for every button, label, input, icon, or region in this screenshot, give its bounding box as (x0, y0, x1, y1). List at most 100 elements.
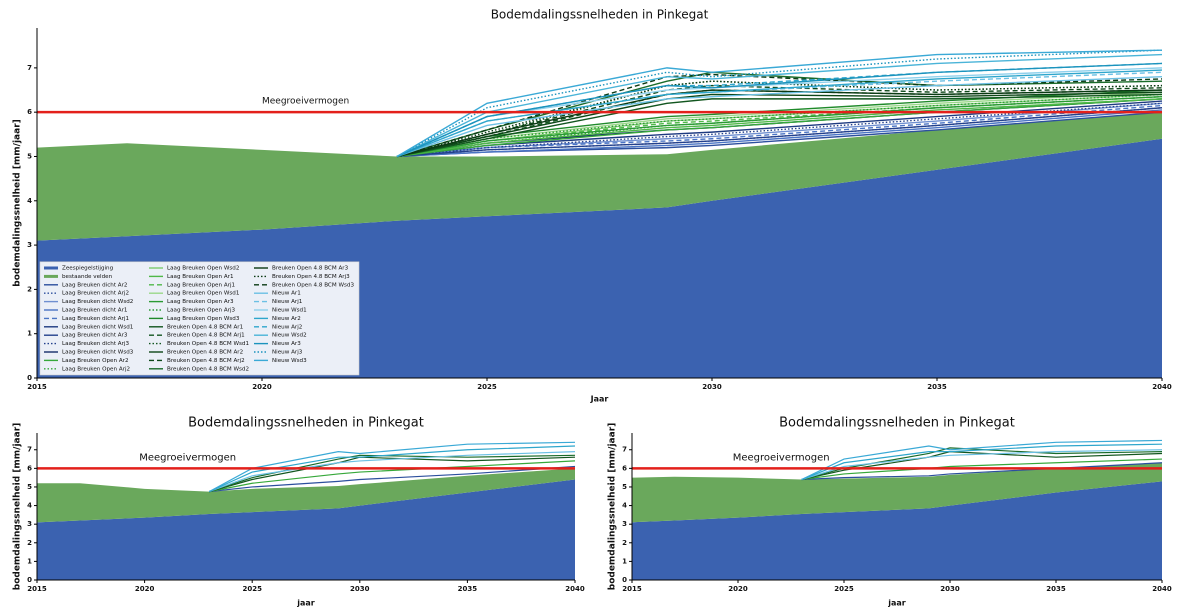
scenario-line (396, 104, 1163, 158)
x-tick-label: 2040 (1152, 585, 1172, 593)
scenario-line (396, 107, 1163, 158)
legend-label: Breuken Open 4.8 BCM Arj3 (272, 274, 350, 280)
x-tick-label: 2020 (252, 383, 272, 391)
x-tick-label: 2030 (940, 585, 960, 593)
legend-label: Breuken Open 4.8 BCM Ar2 (167, 350, 243, 356)
scenario-line (396, 76, 1163, 158)
area (37, 479, 575, 580)
x-tick-label: 2015 (27, 383, 47, 391)
legend-label: Laag Breuken Open Arj1 (167, 282, 236, 288)
legend-label: Laag Breuken Open Wsd2 (167, 266, 239, 272)
scenario-line (396, 89, 1163, 158)
scenario-line (396, 84, 1163, 158)
x-tick-label: 2015 (27, 585, 47, 593)
scenario-line (396, 73, 1163, 158)
legend-label: Nieuw Wsd1 (272, 308, 307, 314)
scenario-line (208, 451, 576, 493)
x-tick-label: 2020 (728, 585, 748, 593)
legend-label: Laag Breuken dicht Arj2 (62, 291, 129, 297)
x-tick-label: 2025 (242, 585, 262, 593)
legend-label: Nieuw Arj3 (272, 350, 303, 356)
legend-label: bestaande velden (62, 274, 113, 280)
y-tick-label: 7 (622, 446, 627, 454)
scenario-line (396, 93, 1163, 158)
area (632, 462, 1162, 523)
legend-label: Nieuw Wsd3 (272, 358, 307, 364)
legend-label: Laag Breuken dicht Wsd1 (62, 324, 134, 330)
legend-label: Laag Breuken dicht Ar1 (62, 308, 128, 314)
y-tick-label: 4 (27, 502, 32, 510)
annotation: Meegroeivermogen (262, 97, 349, 107)
legend-label: Breuken Open 4.8 BCM Wsd1 (167, 341, 249, 347)
legend-label: Laag Breuken dicht Wsd2 (62, 299, 133, 305)
x-tick-label: 2040 (565, 585, 585, 593)
y-tick-label: 1 (27, 557, 32, 565)
y-tick-label: 6 (27, 108, 32, 116)
legend-label: Breuken Open 4.8 BCM Arj1 (167, 333, 245, 339)
y-tick-label: 2 (27, 539, 32, 547)
y-tick-label: 0 (27, 576, 32, 584)
y-tick-label: 5 (27, 152, 32, 160)
scenario-line (801, 443, 1163, 481)
scenario-line (396, 98, 1163, 158)
x-tick-label: 2015 (622, 585, 642, 593)
y-tick-label: 5 (622, 483, 627, 491)
y-tick-label: 4 (622, 502, 627, 510)
y-tick-label: 3 (27, 520, 32, 528)
scenario-line (208, 441, 576, 493)
legend-label: Laag Breuken Open Ar3 (167, 299, 234, 305)
annotation: Meegroeivermogen (733, 452, 830, 463)
scenario-line (396, 91, 1163, 158)
y-tick-label: 5 (27, 483, 32, 491)
x-tick-label: 2040 (1152, 383, 1172, 391)
y-axis-label: bodemdalingssnelheid [mm/jaar] (13, 423, 23, 591)
scenario-line (396, 95, 1163, 158)
chart-title: Bodemdalingssnelheden in Pinkegat (779, 416, 1015, 431)
x-tick-label: 2035 (1046, 585, 1066, 593)
y-tick-label: 0 (27, 374, 32, 382)
x-axis-label: Jaar (590, 395, 609, 404)
area (37, 468, 575, 523)
legend-label: Laag Breuken Open Wsd3 (167, 316, 240, 322)
scenario-line (396, 109, 1163, 158)
legend-label: Laag Breuken dicht Ar2 (62, 282, 128, 288)
legend-label: Breuken Open 4.8 BCM Arj2 (167, 358, 245, 364)
scenario-line (801, 439, 1163, 481)
scenario-line (396, 98, 1163, 158)
legend-label: Breuken Open 4.8 BCM Ar3 (272, 266, 349, 272)
scenario-line (396, 49, 1163, 158)
legend-label: Laag Breuken Open Arj2 (62, 366, 130, 372)
y-tick-label: 4 (27, 197, 32, 205)
y-tick-label: 7 (27, 446, 32, 454)
legend-label: Nieuw Ar2 (272, 316, 301, 322)
annotation: Meegroeivermogen (139, 452, 236, 463)
legend-label: Nieuw Arj1 (272, 299, 303, 305)
legend-label: Laag Breuken dicht Arj3 (62, 341, 129, 347)
y-tick-label: 1 (622, 557, 627, 565)
legend-label: Laag Breuken dicht Arj1 (62, 316, 129, 322)
y-tick-label: 2 (622, 539, 627, 547)
y-axis-label: bodemdalingssnelheid [mm/jaar] (608, 423, 618, 591)
scenario-line (396, 102, 1163, 158)
x-axis-label: jaar (296, 599, 315, 608)
y-tick-label: 3 (622, 520, 627, 528)
scenario-line (396, 62, 1163, 158)
legend-label: Breuken Open 4.8 BCM Wsd3 (272, 282, 354, 288)
legend-label: Nieuw Wsd2 (272, 333, 307, 339)
y-tick-label: 2 (27, 285, 32, 293)
y-tick-label: 1 (27, 330, 32, 338)
legend-label: Laag Breuken dicht Wsd3 (62, 350, 134, 356)
x-tick-label: 2035 (458, 585, 478, 593)
scenario-line (208, 445, 576, 493)
scenario-line (801, 447, 1163, 481)
x-tick-label: 2020 (135, 585, 155, 593)
x-tick-label: 2025 (477, 383, 497, 391)
scenario-line (396, 80, 1163, 158)
legend-label: Laag Breuken Open Ar2 (62, 358, 129, 364)
legend-label: Breuken Open 4.8 BCM Ar1 (167, 324, 244, 330)
area (632, 481, 1162, 580)
x-tick-label: 2035 (927, 383, 947, 391)
scenario-line (209, 465, 576, 493)
x-tick-label: 2030 (350, 585, 370, 593)
